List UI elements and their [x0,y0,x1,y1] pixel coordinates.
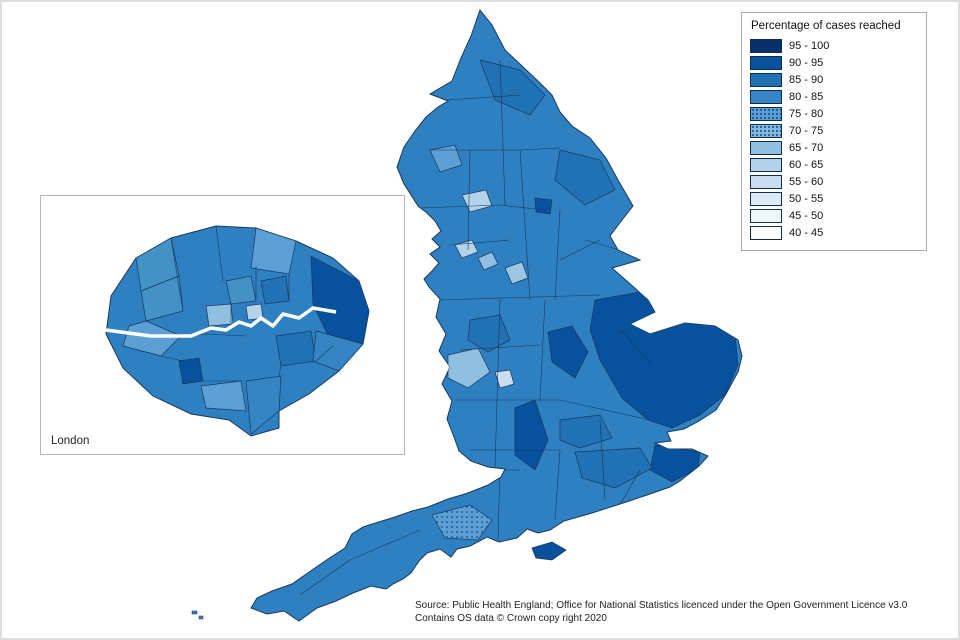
legend-item-label: 60 - 65 [789,158,824,171]
legend-item: 55 - 60 [750,173,918,190]
borough-shading [122,227,369,435]
legend-swatch [750,89,782,104]
legend-item: 70 - 75 [750,122,918,139]
map-region-shading [251,59,739,541]
source-line-2: Contains OS data © Crown copy right 2020 [415,613,607,624]
isle-of-wight-region [531,541,567,561]
legend-item: 85 - 90 [750,71,918,88]
legend-item: 80 - 85 [750,88,918,105]
legend-swatch [750,191,782,206]
legend-swatch [750,55,782,70]
legend-item-label: 70 - 75 [789,124,824,137]
legend-item-label: 45 - 50 [789,209,824,222]
legend-swatch [750,208,782,223]
legend-swatch [750,72,782,87]
london-inset-panel: London [40,195,405,455]
county-boundaries [299,59,651,596]
source-note: Source: Public Health England; Office fo… [415,599,935,625]
legend-item: 40 - 45 [750,224,918,241]
legend-item-label: 50 - 55 [789,192,824,205]
legend-swatch [750,157,782,172]
legend-swatch [750,38,782,53]
legend-swatch [750,225,782,240]
river-thames [105,306,337,338]
legend-item-label: 75 - 80 [789,107,824,120]
source-line-1: Source: Public Health England; Office fo… [415,600,908,611]
legend-item: 50 - 55 [750,190,918,207]
legend-item: 65 - 70 [750,139,918,156]
legend-item-label: 80 - 85 [789,90,824,103]
legend-items: 95 - 100 90 - 95 85 - 90 80 - 85 75 - 80 70 -… [750,37,918,241]
legend-swatch [750,140,782,155]
legend-item-label: 40 - 45 [789,226,824,239]
isles-of-scilly [191,610,204,620]
legend-item-label: 65 - 70 [789,141,824,154]
legend-panel: Percentage of cases reached 95 - 100 90 -… [741,12,927,251]
legend-item: 60 - 65 [750,156,918,173]
legend-item: 90 - 95 [750,54,918,71]
legend-item-label: 55 - 60 [789,175,824,188]
legend-item-label: 95 - 100 [789,39,830,52]
london-inset-map [105,225,370,437]
legend-swatch [750,174,782,189]
legend-item: 45 - 50 [750,207,918,224]
legend-item-label: 90 - 95 [789,56,824,69]
legend-title: Percentage of cases reached [751,20,901,32]
legend-swatch [750,123,782,138]
legend-item: 75 - 80 [750,105,918,122]
legend-swatch [750,106,782,121]
legend-item: 95 - 100 [750,37,918,54]
inset-title: London [51,435,90,447]
legend-item-label: 85 - 90 [789,73,824,86]
